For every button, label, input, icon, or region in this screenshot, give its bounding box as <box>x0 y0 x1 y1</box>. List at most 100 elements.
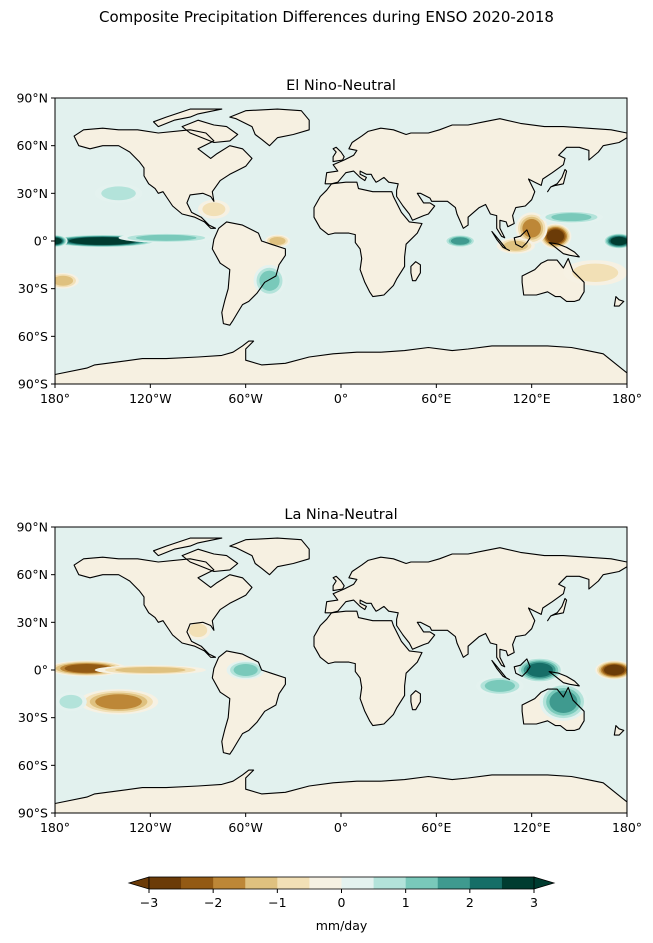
lon-tick-label: 0° <box>334 391 348 406</box>
lat-tick-label: 90°N <box>16 91 48 106</box>
anomaly-contour <box>59 694 83 709</box>
colorbar-swatch <box>405 877 439 889</box>
anomaly-contour <box>55 275 74 286</box>
colorbar-swatch <box>437 877 471 889</box>
coastline <box>513 229 531 248</box>
land-fill <box>153 538 222 556</box>
land-fill <box>314 182 422 297</box>
land-fill <box>314 611 422 726</box>
coastline <box>55 769 627 813</box>
lat-tick-label: 90°S <box>18 377 48 392</box>
precip-field <box>55 98 627 384</box>
colorbar-tick-label: −1 <box>268 895 286 910</box>
lon-tick-label: 60°E <box>421 391 451 406</box>
coastline <box>547 597 568 622</box>
coastline <box>73 127 253 229</box>
anomaly-contour <box>610 236 627 246</box>
coastline <box>229 537 310 576</box>
map-panel-0: El Nino-Neutral 90°N 60°N 30°N 0° 30°S 60°S 90°… <box>16 78 642 406</box>
lat-tick-label: 60°N <box>16 138 48 153</box>
lat-tick-label: 60°N <box>16 567 48 582</box>
colorbar-label: mm/day <box>316 918 368 933</box>
coastline <box>547 168 568 193</box>
coastline <box>613 725 625 736</box>
coastline <box>181 548 239 573</box>
land-fill <box>55 341 627 384</box>
anomaly-contour <box>503 240 528 251</box>
coastline <box>332 575 345 592</box>
land-fill <box>55 770 627 813</box>
colorbar-swatch <box>373 877 407 889</box>
anomaly-contour <box>546 229 565 244</box>
colorbar-tick-label: 1 <box>402 895 410 910</box>
lon-tick-label: 120°E <box>513 820 551 835</box>
colorbar: −3 −2 −1 0 1 2 3 mm/day <box>127 876 556 933</box>
anomaly-contour <box>202 202 226 217</box>
lat-tick-label: 90°N <box>16 520 48 535</box>
coastline <box>324 547 627 668</box>
lon-tick-label: 0° <box>334 820 348 835</box>
lat-tick-label: 0° <box>34 234 48 249</box>
coastline <box>491 659 510 681</box>
anomaly-contour <box>484 679 515 692</box>
coastline <box>548 671 580 687</box>
lon-tick-label: 180° <box>40 820 70 835</box>
anomaly-contour <box>603 664 625 676</box>
colorbar-swatch <box>245 877 278 889</box>
land-fill <box>182 120 238 143</box>
lat-tick-label: 30°S <box>18 281 48 296</box>
anomaly-contour <box>522 218 541 238</box>
coastline <box>410 261 421 282</box>
coastline <box>324 118 627 239</box>
colorbar-tick-label: −3 <box>140 895 158 910</box>
land-fill <box>229 538 310 575</box>
coastline <box>332 146 345 163</box>
lon-tick-label: 60°W <box>228 820 263 835</box>
anomaly-contour <box>450 237 470 245</box>
coastline <box>181 119 239 144</box>
lat-tick-label: 90°S <box>18 806 48 821</box>
anomaly-contour <box>259 270 280 291</box>
colorbar-swatch <box>309 877 342 889</box>
lat-tick-label: 60°S <box>18 758 48 773</box>
anomaly-contour <box>55 237 62 245</box>
land-fill <box>182 549 238 572</box>
precip-field <box>55 527 627 813</box>
coastline <box>513 658 531 677</box>
anomaly-contour <box>115 667 186 673</box>
lat-tick-label: 30°N <box>16 186 48 201</box>
land-fill <box>325 118 627 238</box>
lat-tick-label: 30°S <box>18 710 48 725</box>
coastline <box>410 690 421 711</box>
anomaly-contour <box>136 234 197 241</box>
land-fill <box>212 650 286 755</box>
coastline <box>521 257 585 302</box>
coastline <box>313 610 423 727</box>
coastline <box>152 537 223 557</box>
colorbar-extend-max <box>533 876 556 890</box>
colorbar-swatch <box>277 877 310 889</box>
lon-tick-label: 60°W <box>228 391 263 406</box>
figure-title: Composite Precipitation Differences duri… <box>99 8 554 26</box>
coastline <box>548 242 580 258</box>
coastline <box>491 230 510 252</box>
colorbar-tick-label: 2 <box>466 895 474 910</box>
lon-tick-label: 180° <box>612 391 642 406</box>
panel-title: El Nino-Neutral <box>286 78 396 94</box>
coastline <box>211 650 286 755</box>
panel-title: La Nina-Neutral <box>284 507 397 523</box>
coastline <box>152 108 223 128</box>
lat-tick-label: 30°N <box>16 615 48 630</box>
colorbar-swatch <box>181 877 214 889</box>
coastline <box>229 108 310 147</box>
map-panel-1: La Nina-Neutral 90°N 60°N 30°N 0° 30°S 60°S 90°… <box>16 507 642 835</box>
colorbar-swatch <box>213 877 246 889</box>
land-fill <box>212 221 286 326</box>
lon-tick-label: 120°E <box>513 391 551 406</box>
land-fill <box>153 109 222 127</box>
anomaly-contour <box>101 186 136 201</box>
colorbar-tick-label: 0 <box>338 895 346 910</box>
anomaly-contour <box>526 662 553 678</box>
coastline <box>613 296 625 307</box>
